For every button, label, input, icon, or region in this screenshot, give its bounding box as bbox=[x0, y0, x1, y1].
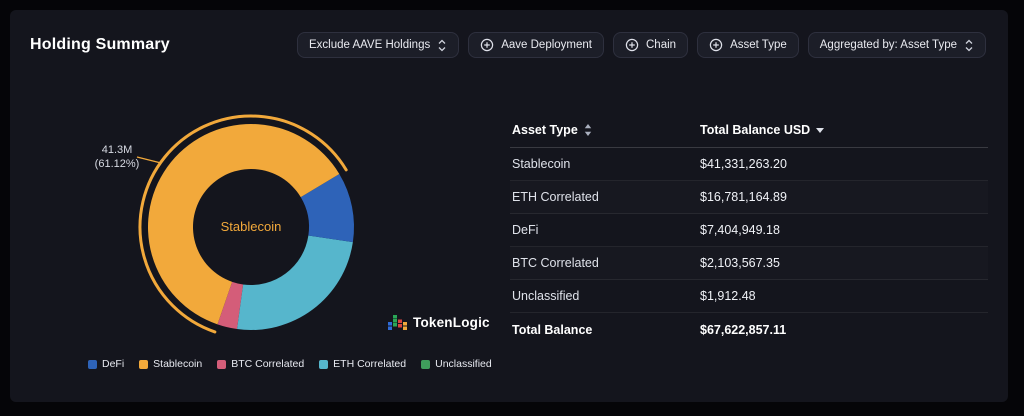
aggregated-by-dropdown[interactable]: Aggregated by: Asset Type bbox=[807, 32, 986, 58]
donut-slice-btc-correlated[interactable] bbox=[217, 281, 244, 330]
legend-label-btc-correlated: BTC Correlated bbox=[231, 358, 305, 370]
legend-item-eth-correlated[interactable]: ETH Correlated bbox=[319, 358, 406, 370]
table-total-row: Total Balance $67,622,857.11 bbox=[510, 313, 988, 347]
tokenlogic-logo-text: TokenLogic bbox=[413, 315, 490, 330]
asset-type-header[interactable]: Asset Type bbox=[510, 123, 700, 137]
chevron-updown-icon bbox=[438, 39, 446, 51]
legend-item-defi[interactable]: DeFi bbox=[88, 358, 124, 370]
chain-label: Chain bbox=[646, 39, 677, 51]
aggregated-by-label: Aggregated by: Asset Type bbox=[819, 39, 957, 51]
donut-slice-eth-correlated[interactable] bbox=[237, 235, 353, 330]
donut-chart: 41.3M (61.12%) Stablecoin bbox=[95, 114, 354, 334]
table-row-defi: DeFi $7,404,949.18 bbox=[510, 214, 988, 247]
legend-swatch-defi bbox=[88, 359, 97, 369]
legend-item-stablecoin[interactable]: Stablecoin bbox=[139, 358, 202, 370]
chart-legend: DeFi Stablecoin BTC Correlated ETH Corre… bbox=[88, 358, 492, 370]
toolbar: Exclude AAVE Holdings Aave Deployment Ch… bbox=[296, 32, 986, 58]
donut-slice-stablecoin[interactable] bbox=[148, 124, 340, 325]
table-header-row: Asset Type Total Balance USD bbox=[510, 113, 988, 148]
caret-down-icon bbox=[816, 127, 825, 133]
annotation-percent: (61.12%) bbox=[95, 158, 140, 170]
total-balance-header[interactable]: Total Balance USD bbox=[700, 123, 988, 137]
balance-cell: $41,331,263.20 bbox=[700, 157, 787, 171]
chevron-updown-icon bbox=[965, 39, 973, 51]
donut-highlight-arc bbox=[138, 114, 348, 334]
balance-cell: $2,103,567.35 bbox=[700, 256, 780, 270]
table-row-eth-correlated: ETH Correlated $16,781,164.89 bbox=[510, 181, 988, 214]
legend-swatch-eth-correlated bbox=[319, 359, 329, 369]
balance-cell: $16,781,164.89 bbox=[700, 190, 787, 204]
sort-updown-icon bbox=[584, 124, 591, 136]
plus-circle-icon bbox=[481, 38, 494, 52]
holdings-table: Asset Type Total Balance USD Stablecoin … bbox=[510, 113, 988, 347]
table-row-stablecoin: Stablecoin $41,331,263.20 bbox=[510, 148, 988, 181]
legend-swatch-stablecoin bbox=[139, 359, 149, 369]
total-balance-header-label: Total Balance USD bbox=[700, 123, 811, 137]
asset-type-cell: Unclassified bbox=[512, 289, 580, 303]
legend-item-btc-correlated[interactable]: BTC Correlated bbox=[217, 358, 304, 370]
tokenlogic-logo: TokenLogic bbox=[388, 315, 490, 330]
legend-swatch-unclassified bbox=[421, 359, 431, 369]
annotation-leader-line bbox=[136, 156, 162, 164]
legend-swatch-btc-correlated bbox=[217, 359, 227, 369]
asset-type-header-label: Asset Type bbox=[512, 123, 578, 137]
asset-type-cell: BTC Correlated bbox=[512, 256, 599, 270]
plus-circle-icon bbox=[709, 38, 723, 52]
asset-type-cell: DeFi bbox=[512, 223, 539, 237]
asset-type-filter-button[interactable]: Asset Type bbox=[697, 32, 799, 58]
donut-center-label: Stablecoin bbox=[221, 219, 282, 234]
chain-filter-button[interactable]: Chain bbox=[613, 32, 689, 58]
asset-type-filter-label: Asset Type bbox=[730, 39, 787, 51]
legend-label-unclassified: Unclassified bbox=[435, 358, 492, 370]
legend-label-eth-correlated: ETH Correlated bbox=[333, 358, 407, 370]
legend-label-stablecoin: Stablecoin bbox=[153, 358, 203, 370]
plus-circle-icon bbox=[625, 38, 639, 52]
balance-cell: $7,404,949.18 bbox=[700, 223, 780, 237]
aave-deployment-label: Aave Deployment bbox=[501, 39, 592, 51]
page-title: Holding Summary bbox=[30, 36, 170, 53]
holding-summary-panel: Holding Summary Exclude AAVE Holdings Aa… bbox=[10, 10, 1008, 402]
balance-cell: $1,912.48 bbox=[700, 289, 756, 303]
asset-type-cell: Stablecoin bbox=[512, 157, 571, 171]
tokenlogic-logo-icon bbox=[388, 315, 407, 330]
table-row-btc-correlated: BTC Correlated $2,103,567.35 bbox=[510, 247, 988, 280]
exclude-aave-holdings-dropdown[interactable]: Exclude AAVE Holdings bbox=[296, 32, 460, 58]
total-balance-value: $67,622,857.11 bbox=[700, 323, 787, 337]
legend-label-defi: DeFi bbox=[102, 358, 125, 370]
annotation-value: 41.3M bbox=[102, 144, 133, 156]
total-balance-label: Total Balance bbox=[512, 323, 593, 337]
exclude-aave-holdings-label: Exclude AAVE Holdings bbox=[308, 39, 431, 51]
table-row-unclassified: Unclassified $1,912.48 bbox=[510, 280, 988, 313]
aave-deployment-filter-button[interactable]: Aave Deployment bbox=[468, 32, 604, 58]
asset-type-cell: ETH Correlated bbox=[512, 190, 599, 204]
legend-item-unclassified[interactable]: Unclassified bbox=[421, 358, 492, 370]
donut-slice-defi[interactable] bbox=[300, 174, 354, 243]
